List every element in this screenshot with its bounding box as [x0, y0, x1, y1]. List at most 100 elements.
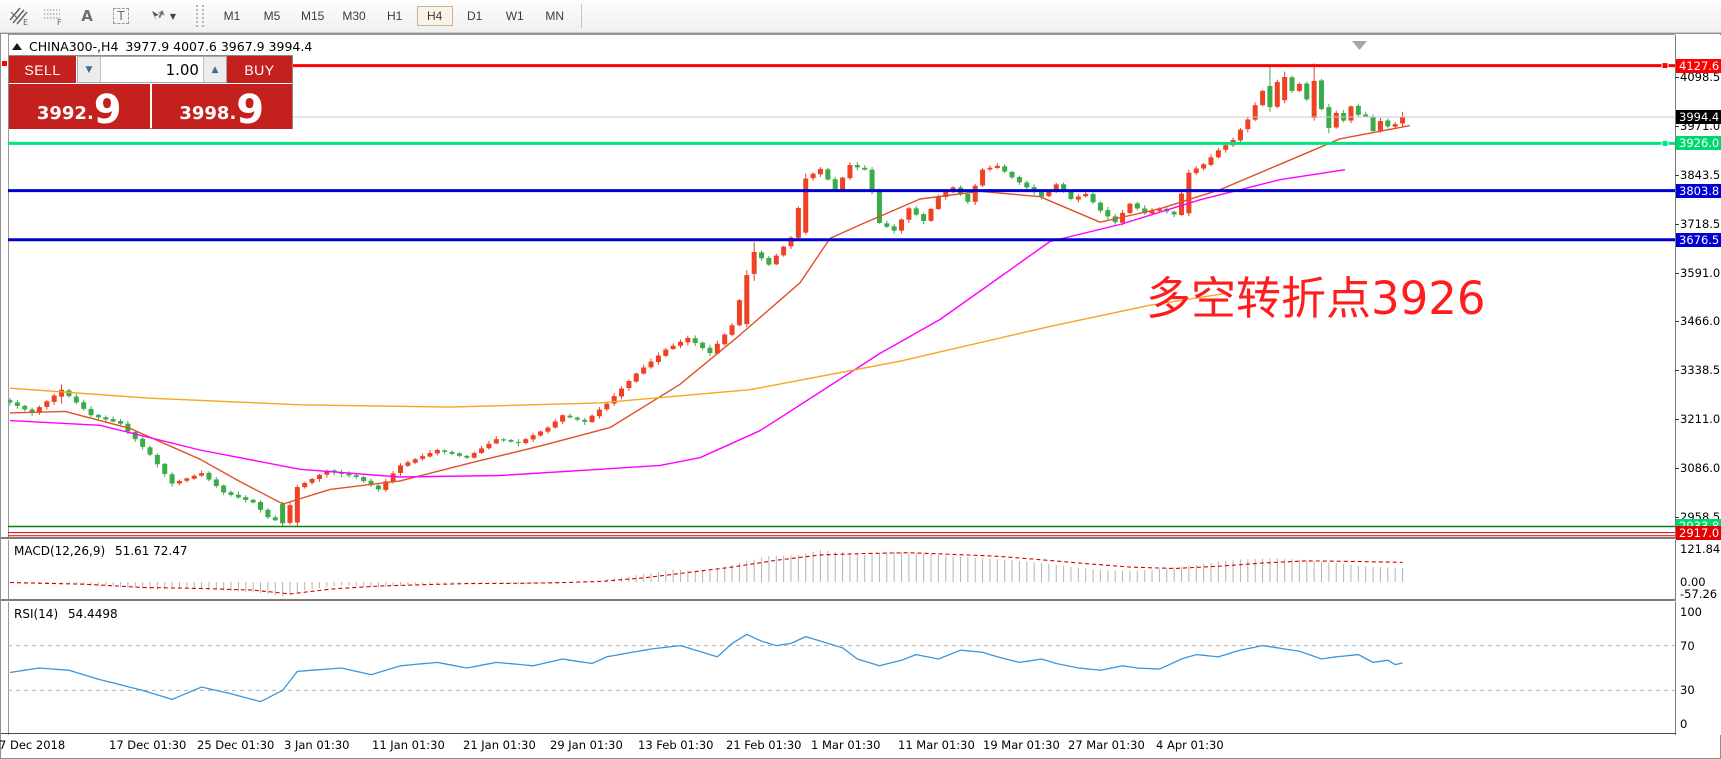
main-chart[interactable]	[8, 35, 1675, 538]
rsi-pane[interactable]	[8, 602, 1675, 733]
symbol-period-label: CHINA300-,H4	[29, 39, 119, 54]
date-label: 17 Dec 01:30	[109, 738, 187, 752]
macd-indicator-label: MACD(12,26,9) 51.61 72.47	[14, 544, 188, 558]
macd-tick-label: 0.00	[1680, 575, 1706, 589]
resistance-line-left-handle[interactable]	[2, 61, 7, 66]
tick-mark	[1675, 272, 1679, 274]
chart-title: CHINA300-,H4 3977.9 4007.6 3967.9 3994.4	[12, 39, 312, 54]
text-tool-button[interactable]: A	[72, 3, 102, 29]
rsi-indicator-label: RSI(14) 54.4498	[14, 607, 118, 621]
buy-price-big: 9	[236, 87, 265, 133]
tick-mark	[1675, 76, 1679, 78]
price-tick-label: 3086.0	[1680, 460, 1721, 475]
macd-name: MACD(12,26,9)	[14, 544, 106, 558]
price-tick-label: 3718.5	[1680, 216, 1721, 231]
timeframe-button-M1[interactable]: M1	[223, 9, 241, 23]
tick-mark	[1675, 321, 1679, 322]
trade-panel-price-row: 3992. 9 3998. 9	[9, 84, 292, 133]
text-label-tool-button[interactable]: T	[106, 3, 136, 29]
date-label: 21 Jan 01:30	[463, 738, 536, 752]
ma-fast	[9, 124, 1411, 505]
macd-tick-label: -57.26	[1680, 587, 1718, 601]
timeframe-button-M15[interactable]: M15	[301, 9, 325, 23]
price-badge-2917.0: 2917.0	[1676, 525, 1721, 540]
ma-mid	[9, 169, 1346, 478]
timeframe-button-M5[interactable]: M5	[263, 9, 281, 23]
main-macd-splitter[interactable]	[1, 537, 1719, 540]
macd-signal-line	[9, 552, 1403, 595]
rsi-tick-label: 70	[1680, 639, 1695, 653]
one-click-trading-panel: SELL ▼ ▲ BUY 3992.9 3998.9	[8, 55, 293, 133]
macd-pane[interactable]	[8, 540, 1675, 600]
tick-mark	[1675, 175, 1679, 177]
price-badge-3803.8: 3803.8	[1676, 183, 1721, 198]
date-label: 11 Mar 01:30	[898, 738, 975, 752]
tick-mark	[1675, 370, 1679, 372]
pane-top-border	[8, 34, 1675, 35]
price-tick-label: 3338.5	[1680, 363, 1721, 378]
price-badge-4127.6: 4127.6	[1676, 58, 1721, 73]
toolbar-separator	[580, 4, 582, 28]
timeframe-button-D1[interactable]: D1	[467, 9, 483, 23]
trade-panel-top-row: SELL ▼ ▲ BUY	[9, 56, 292, 83]
price-tick-label: 3466.0	[1680, 314, 1721, 328]
date-label: 11 Jan 01:30	[372, 738, 445, 752]
rsi-line	[9, 633, 1403, 703]
svg-text:F: F	[57, 18, 62, 26]
grid-icon: F	[44, 9, 62, 26]
rsi-bottom-border	[1, 733, 1719, 734]
ohlc-values: 3977.9 4007.6 3967.9 3994.4	[125, 39, 313, 54]
rsi-value: 54.4498	[67, 607, 118, 621]
toolbar-drag-handle[interactable]	[196, 5, 204, 27]
sell-button[interactable]: SELL	[9, 56, 76, 83]
date-label: 1 Mar 01:30	[811, 738, 881, 752]
chart-annotation: 多空转折点3926	[1146, 272, 1486, 325]
rsi-name: RSI(14)	[14, 607, 59, 621]
collapse-chart-icon[interactable]	[12, 43, 22, 50]
date-label: 3 Jan 01:30	[284, 738, 350, 752]
price-tick-label: 3843.5	[1680, 168, 1721, 183]
date-label: 4 Apr 01:30	[1156, 738, 1224, 752]
text-label-icon: T	[113, 8, 129, 24]
arrows-icon	[151, 10, 165, 20]
macd-values: 51.61 72.47	[114, 544, 188, 558]
rsi-tick-label: 100	[1680, 605, 1702, 619]
price-tick-label: 3211.0	[1680, 412, 1721, 427]
tick-mark	[1675, 467, 1679, 469]
timeframe-button-M30[interactable]: M30	[342, 9, 366, 23]
timeframe-button-H4[interactable]: H4	[416, 6, 453, 26]
macd-tick-label: 121.84	[1680, 542, 1721, 556]
macd-rsi-splitter[interactable]	[1, 599, 1719, 602]
volume-decrease-button[interactable]: ▼	[77, 57, 100, 82]
price-badge-3676.5: 3676.5	[1676, 232, 1721, 247]
price-tick-label: 3591.0	[1680, 265, 1721, 280]
timeframe-bar: M1 M5 M15 M30 H1 H4 D1 W1 MN	[212, 6, 575, 26]
date-axis[interactable]: 7 Dec 2018 17 Dec 01:30 25 Dec 01:30 3 Jan …	[0, 736, 1675, 756]
price-axis[interactable]: 4098.5 3971.0 3843.5 3718.5 3591.0 3466.0 3338…	[1675, 35, 1721, 735]
sell-price-int: 3992	[36, 103, 87, 124]
volume-input[interactable]	[99, 57, 204, 82]
buy-price-box[interactable]: 3998. 9	[151, 84, 292, 133]
date-label: 13 Feb 01:30	[638, 738, 714, 752]
timeframe-button-MN[interactable]: MN	[545, 9, 565, 23]
date-label: 7 Dec 2018	[0, 738, 66, 752]
fibonacci-grid-tool-button[interactable]: F	[38, 3, 68, 29]
price-badge-3926.0: 3926.0	[1676, 136, 1721, 151]
toolbar: E F A T ▼ M1 M5 M15 M30 H1 H4 D1 W1 MN	[0, 0, 1721, 33]
dropdown-caret-icon: ▼	[169, 11, 177, 21]
tick-mark	[1675, 223, 1679, 225]
arrows-tool-button[interactable]: ▼	[140, 3, 184, 29]
timeframe-button-W1[interactable]: W1	[505, 9, 524, 23]
chart-window	[0, 33, 1721, 759]
sell-price-big: 9	[93, 87, 122, 133]
sell-price-box[interactable]: 3992. 9	[9, 84, 150, 133]
volume-stepper: ▼ ▲	[76, 56, 227, 83]
timeframe-button-H1[interactable]: H1	[387, 9, 403, 23]
volume-increase-button[interactable]: ▲	[203, 57, 226, 82]
price-badge-3994.4: 3994.4	[1676, 110, 1721, 124]
buy-button[interactable]: BUY	[226, 56, 292, 83]
date-label: 19 Mar 01:30	[983, 738, 1060, 752]
crosshatch-draw-tool-button[interactable]: E	[4, 3, 34, 29]
buy-price-dot: .	[229, 103, 237, 124]
crosshatch-icon: E	[9, 7, 28, 26]
